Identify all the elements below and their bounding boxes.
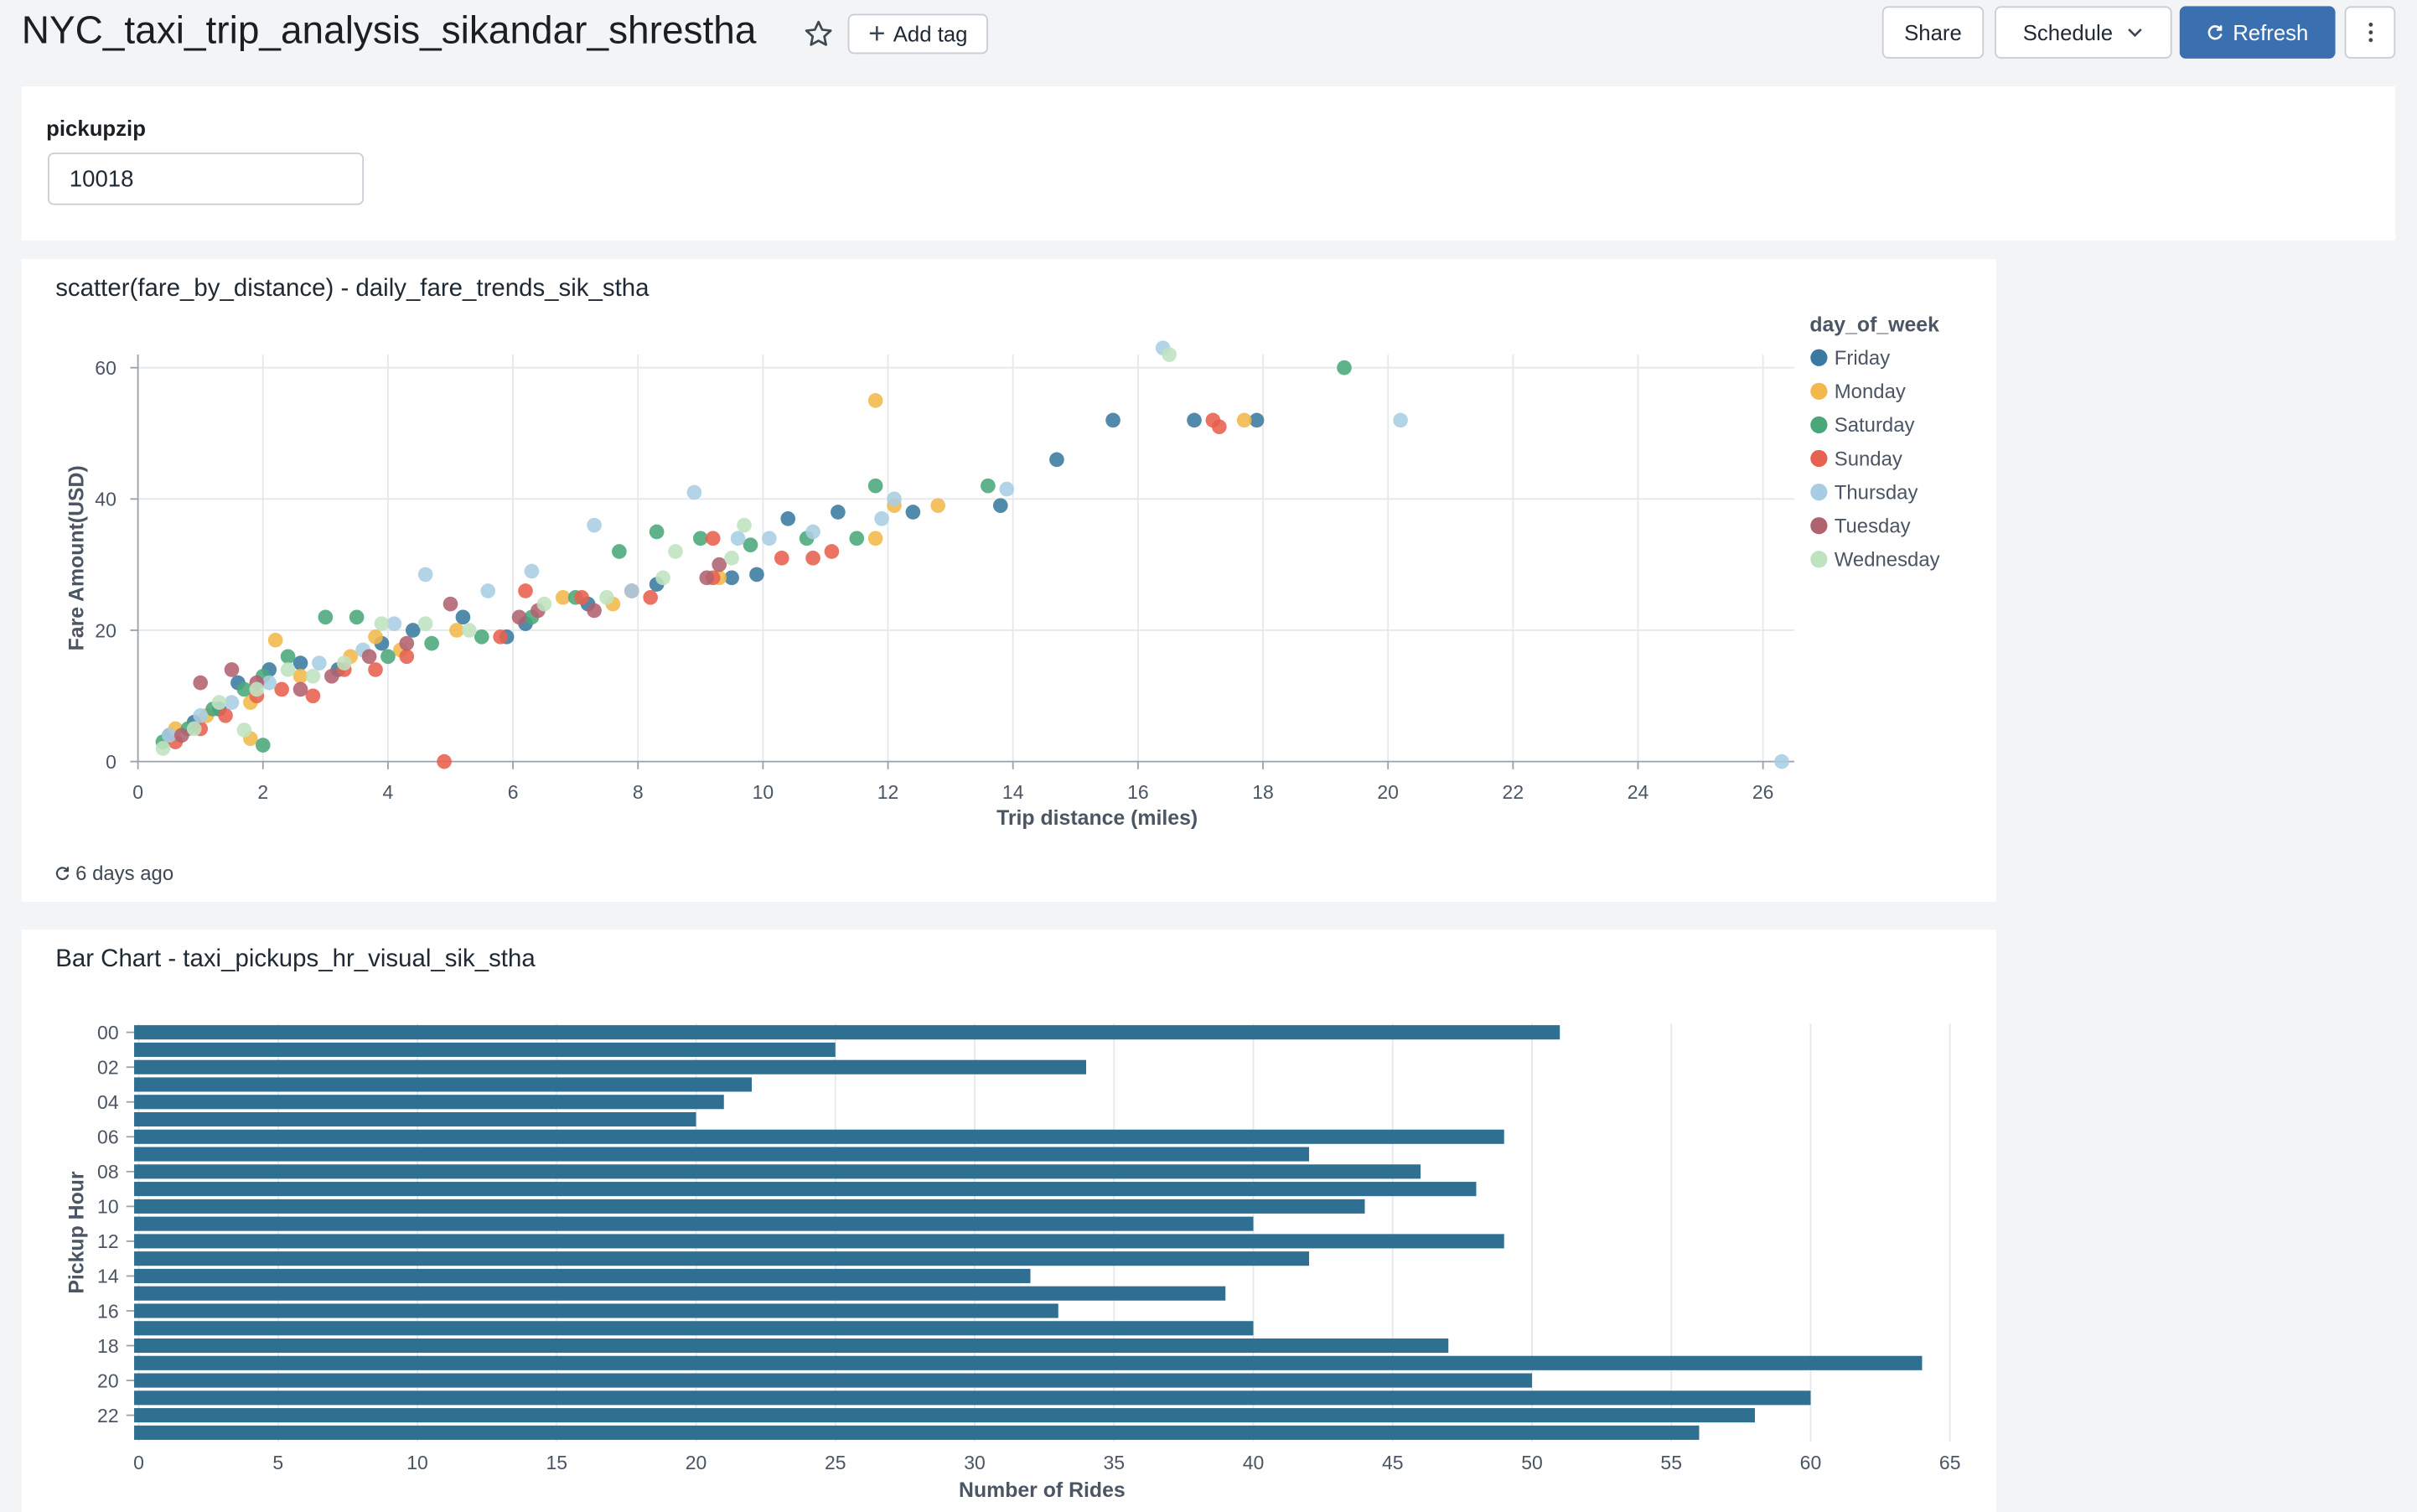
star-icon[interactable] [801,17,835,50]
refresh-icon [55,867,70,880]
refresh-button[interactable]: Refresh [2179,6,2336,59]
kebab-menu-icon [2368,23,2373,43]
refresh-status-text: 6 days ago [75,862,174,885]
refresh-icon [2208,25,2223,40]
bar-widget [21,929,1996,1512]
filter-label: pickupzip [46,115,146,141]
add-tag-label: Add tag [893,21,968,47]
share-button[interactable]: Share [1881,6,1985,59]
scatter-widget-title: scatter(fare_by_distance) - daily_fare_t… [55,276,650,303]
refresh-label: Refresh [2233,19,2309,45]
share-label: Share [1904,19,1962,45]
schedule-button[interactable]: Schedule [1995,6,2172,59]
dashboard-title: NYC_taxi_trip_analysis_sikandar_shrestha [21,9,757,53]
filter-panel [21,86,2396,241]
pickupzip-input[interactable] [48,153,365,205]
scatter-widget [21,259,1996,902]
plus-icon: + [868,18,886,50]
more-options-button[interactable] [2344,6,2396,59]
bar-widget-title: Bar Chart - taxi_pickups_hr_visual_sik_s… [55,946,536,973]
add-tag-button[interactable]: + Add tag [847,13,988,54]
widget-refresh-status: 6 days ago [54,862,173,885]
schedule-label: Schedule [2022,19,2114,45]
chevron-down-icon [2127,28,2142,38]
